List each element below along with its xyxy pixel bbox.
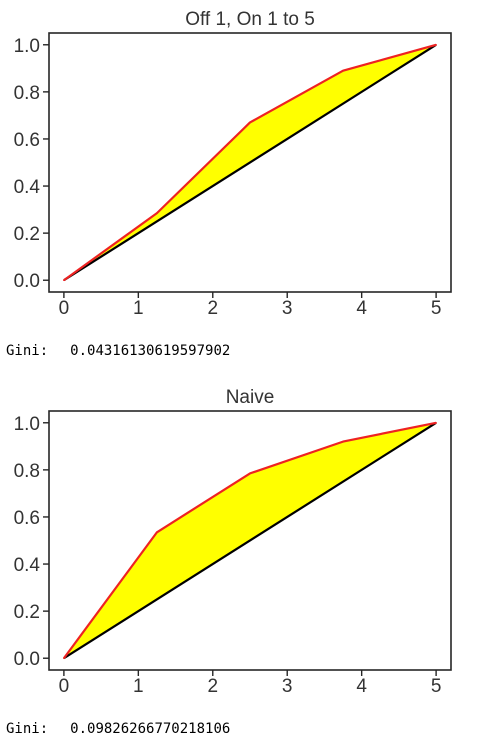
- x-tick-label: 3: [282, 676, 293, 697]
- lorenz-point: [249, 121, 251, 124]
- x-tick-label: 0: [59, 298, 70, 319]
- equality-line: [63, 421, 437, 660]
- gini-label: Gini:: [6, 721, 49, 737]
- chart-panel-1: Naive 0 1 2 3 4 5 0.0 0.2 0.4 0.6 0.8 1.0 Gini: 0.098…: [0, 378, 492, 756]
- x-tick-label: 0: [59, 676, 70, 697]
- y-tick-label: 1.0: [14, 36, 40, 57]
- y-tick-label: 1.0: [14, 414, 40, 435]
- y-tick-label: 0.8: [14, 461, 40, 482]
- lorenz-point: [63, 657, 65, 660]
- lorenz-chart-0: Off 1, On 1 to 5 0 1 2 3 4 5 0.0 0.2 0.4 0.6 0.8 1.0: [14, 9, 452, 319]
- y-tick-label: 0.6: [14, 130, 40, 151]
- gini-readout-1: Gini: 0.09826266770218106: [6, 721, 230, 737]
- y-tick-label: 0.6: [14, 508, 40, 529]
- lorenz-point: [342, 69, 344, 72]
- chart-panel-0: Off 1, On 1 to 5 0 1 2 3 4 5 0.0 0.2 0.4 0.6 0.8 1.0…: [6, 9, 452, 359]
- lorenz-point: [342, 440, 344, 443]
- x-tick-label: 3: [282, 298, 293, 319]
- gini-value: 0.04316130619597902: [70, 343, 231, 359]
- lorenz-point: [435, 421, 437, 424]
- y-tick-label: 0.0: [14, 649, 40, 670]
- y-tick-label: 0.0: [14, 271, 40, 292]
- plot-frame: [48, 32, 452, 293]
- x-tick-label: 2: [207, 676, 218, 697]
- gini-label: Gini:: [6, 343, 49, 359]
- x-tick-label: 5: [431, 676, 442, 697]
- equality-line: [63, 43, 437, 282]
- x-tick-label: 1: [133, 298, 144, 319]
- plot-frame: [48, 410, 452, 671]
- y-tick-label: 0.4: [14, 177, 41, 198]
- y-tick-label: 0.2: [14, 224, 40, 245]
- x-tick-label: 2: [207, 298, 218, 319]
- chart-title: Naive: [226, 387, 275, 408]
- y-tick-label: 0.4: [14, 555, 41, 576]
- gini-value: 0.09826266770218106: [70, 721, 231, 737]
- y-tick-label: 0.8: [14, 83, 40, 104]
- lorenz-point: [63, 279, 65, 282]
- lorenz-point: [249, 472, 251, 475]
- lorenz-point: [435, 43, 437, 46]
- chart-title: Off 1, On 1 to 5: [185, 9, 315, 30]
- x-tick-label: 4: [356, 676, 367, 697]
- x-tick-label: 4: [356, 298, 367, 319]
- lorenz-chart-1: Naive 0 1 2 3 4 5 0.0 0.2 0.4 0.6 0.8 1.0: [14, 387, 452, 697]
- lorenz-point: [156, 212, 158, 214]
- y-tick-label: 0.2: [14, 602, 40, 623]
- x-tick-label: 1: [133, 676, 144, 697]
- lorenz-point: [156, 531, 158, 534]
- x-tick-label: 5: [431, 298, 442, 319]
- gini-readout-0: Gini: 0.04316130619597902: [6, 343, 230, 359]
